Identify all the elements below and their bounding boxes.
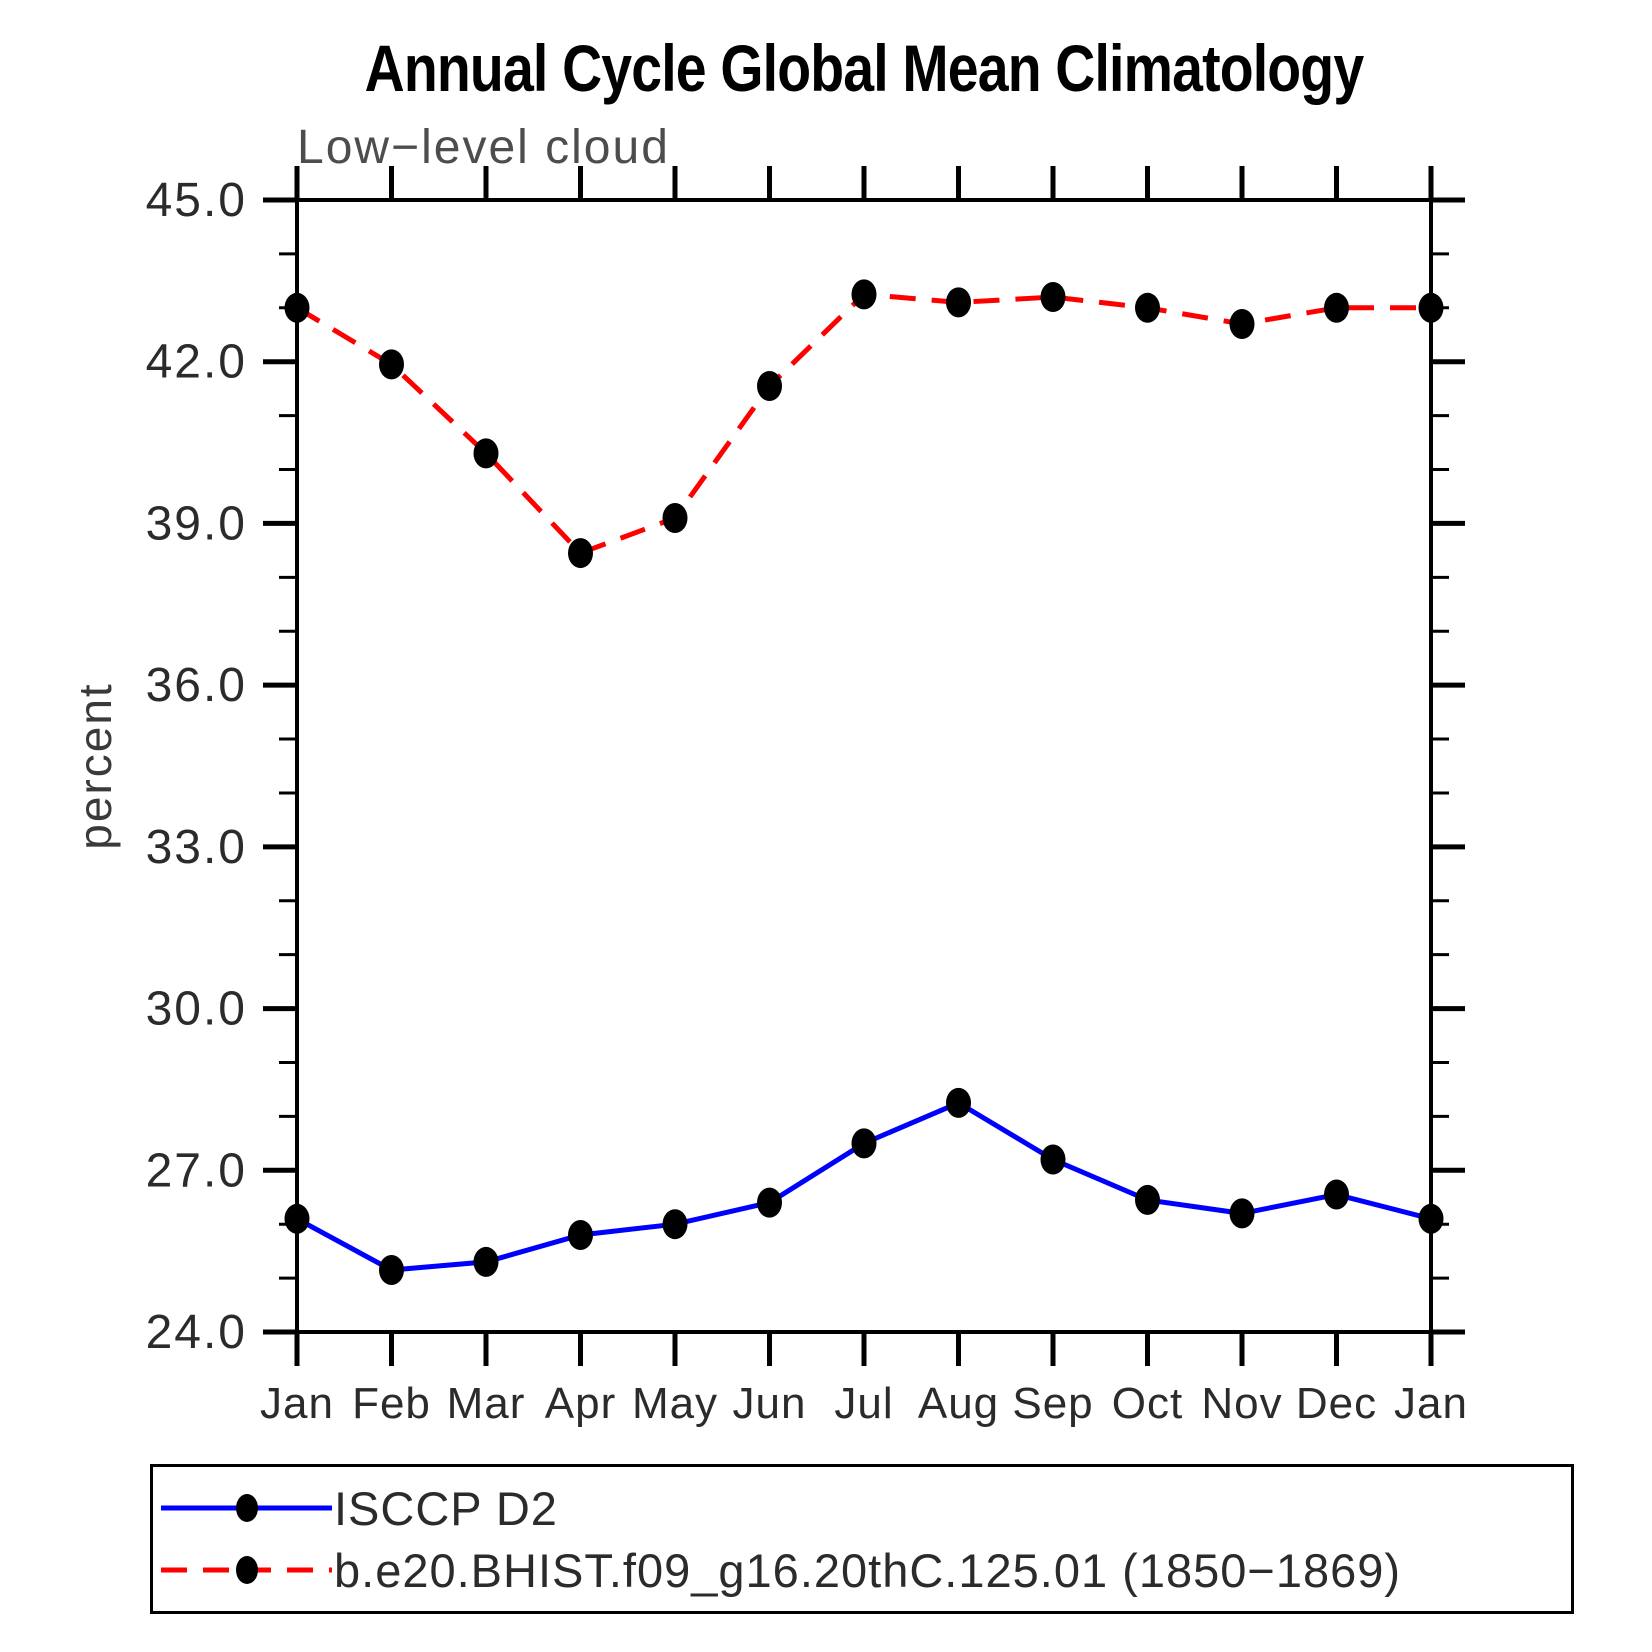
x-tick-label: Mar (447, 1379, 526, 1428)
x-tick-label: Feb (352, 1379, 431, 1428)
series-1-point-Jan (284, 292, 310, 323)
legend-box: ISCCP D2 b.e20.BHIST.f09_g16.20thC.125.0… (150, 1464, 1574, 1614)
x-tick-label: Jan (1394, 1379, 1468, 1428)
x-tick-label: Jun (733, 1379, 807, 1428)
y-tick-label: 36.0 (146, 659, 247, 712)
series-1-point-Apr (568, 538, 593, 569)
series-1-point-Sep (1040, 282, 1066, 313)
legend-row-model: b.e20.BHIST.f09_g16.20thC.125.01 (1850−1… (153, 1546, 1571, 1594)
y-tick-label: 42.0 (146, 336, 247, 389)
series-0-point-Sep (1040, 1144, 1066, 1175)
isccp-line-sample-icon (161, 1494, 332, 1522)
series-line-0 (295, 1100, 1432, 1273)
y-tick-label: 27.0 (146, 1144, 247, 1197)
chart-subtitle: Low−level cloud (297, 121, 670, 174)
series-0-point-Apr (568, 1219, 593, 1250)
x-tick-label: Apr (545, 1379, 616, 1428)
series-1-point-Jun (757, 370, 782, 401)
chart-title: Annual Cycle Global Mean Climatology (364, 31, 1364, 105)
model-sample-marker-icon (236, 1556, 258, 1584)
series-1-point-Mar (473, 438, 499, 469)
legend-label-isccp: ISCCP D2 (334, 1481, 558, 1535)
plot-frame (295, 198, 1433, 1334)
series-1-point-Jul (851, 279, 877, 310)
series-0-point-Nov (1229, 1198, 1255, 1229)
y-tick-label: 30.0 (146, 983, 247, 1036)
series-0-point-Feb (379, 1255, 404, 1286)
y-tick-label: 24.0 (146, 1306, 247, 1359)
series-1-point-Oct (1135, 292, 1160, 323)
model-line-sample-icon (161, 1556, 332, 1584)
series-1-point-Jan (1418, 292, 1444, 323)
series-line-1 (295, 291, 1431, 556)
series-1-point-Nov (1229, 308, 1255, 339)
series-0-point-Mar (473, 1246, 499, 1277)
series-0-point-Jun (757, 1187, 782, 1218)
x-tick-label: Jul (834, 1379, 893, 1428)
series-0-point-Aug (946, 1087, 971, 1118)
y-tick-label: 39.0 (146, 497, 247, 550)
isccp-sample-marker-icon (236, 1494, 258, 1522)
x-tick-label: Jan (260, 1379, 334, 1428)
x-tick-label: Oct (1112, 1379, 1183, 1428)
series-0-point-Oct (1135, 1184, 1160, 1215)
legend-label-model: b.e20.BHIST.f09_g16.20thC.125.01 (1850−1… (334, 1543, 1402, 1597)
series-0-point-Jul (851, 1128, 877, 1159)
x-tick-label: Aug (918, 1379, 999, 1428)
series-0-point-Jan (284, 1203, 310, 1234)
x-tick-label: Sep (1012, 1379, 1093, 1428)
series-1-point-Aug (946, 287, 971, 318)
series-0-point-May (662, 1209, 688, 1240)
series-0-point-Dec (1324, 1179, 1349, 1210)
y-tick-label: 45.0 (146, 174, 247, 227)
x-tick-label: Nov (1201, 1379, 1282, 1428)
y-tick-label: 33.0 (146, 821, 247, 874)
series-1-point-May (662, 503, 688, 534)
x-tick-label: Dec (1296, 1379, 1377, 1428)
series-1-point-Feb (379, 349, 404, 380)
series-1-point-Dec (1324, 292, 1349, 323)
legend-row-isccp: ISCCP D2 (153, 1484, 1571, 1532)
x-tick-label: May (632, 1379, 718, 1428)
series-0-point-Jan (1418, 1203, 1444, 1234)
